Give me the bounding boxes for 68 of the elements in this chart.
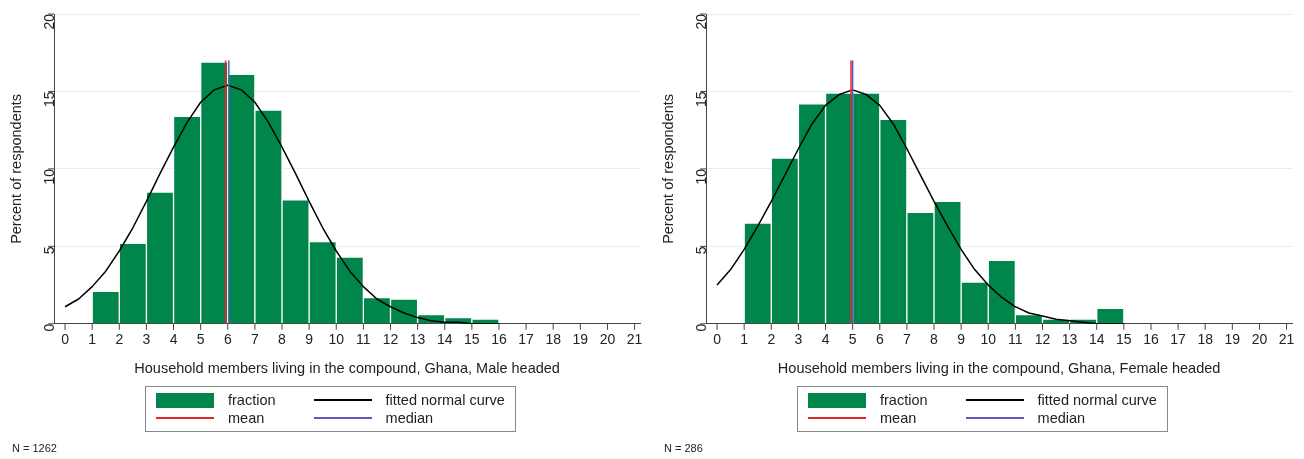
x-tick-label: 19 <box>1224 331 1241 348</box>
x-tick-label: 7 <box>250 331 259 348</box>
x-tick-label: 2 <box>115 331 124 348</box>
x-tick-label: 6 <box>223 331 232 348</box>
y-tick-label: 20 <box>693 13 710 30</box>
legend-label: fitted normal curve <box>385 392 505 408</box>
x-tick-label: 3 <box>142 331 151 348</box>
y-tick-label: 5 <box>41 246 58 255</box>
y-tick-label: 10 <box>41 168 58 185</box>
x-axis-title: Household members living in the compound, Ghana, Female headed <box>777 360 1221 377</box>
x-tick-label: 12 <box>1034 331 1051 348</box>
x-tick-label: 3 <box>794 331 803 348</box>
x-tick-label: 2 <box>767 331 776 348</box>
y-axis-title: Percent of respondents <box>659 93 676 244</box>
x-tick-label: 10 <box>328 331 345 348</box>
x-tick-label: 1 <box>740 331 749 348</box>
legend-label: median <box>385 410 434 426</box>
legend-label: fitted normal curve <box>1037 392 1157 408</box>
x-tick-label: 5 <box>848 331 857 348</box>
x-tick-label: 18 <box>1197 331 1214 348</box>
x-tick-label: 20 <box>599 331 616 348</box>
x-tick-label: 15 <box>464 331 480 348</box>
y-tick-label: 10 <box>693 168 710 185</box>
y-tick-label: 20 <box>41 13 58 30</box>
x-tick-label: 18 <box>545 331 562 348</box>
x-tick-label: 12 <box>382 331 399 348</box>
x-tick-label: 4 <box>821 331 830 348</box>
x-tick-label: 13 <box>409 331 426 348</box>
x-tick-label: 19 <box>572 331 589 348</box>
x-tick-label: 21 <box>1278 331 1295 348</box>
x-tick-label: 11 <box>1008 331 1023 348</box>
legend-label: mean <box>228 410 265 426</box>
x-tick-label: 20 <box>1251 331 1268 348</box>
x-tick-label: 13 <box>1061 331 1078 348</box>
x-tick-label: 16 <box>491 331 507 348</box>
x-tick-label: 8 <box>278 331 287 348</box>
legend-label: mean <box>880 410 917 426</box>
y-tick-label: 5 <box>693 246 710 255</box>
x-tick-label: 11 <box>356 331 371 348</box>
x-tick-label: 4 <box>169 331 178 348</box>
y-tick-label: 15 <box>41 91 58 108</box>
x-tick-label: 6 <box>875 331 884 348</box>
y-tick-label: 15 <box>693 91 710 108</box>
x-tick-label: 16 <box>1143 331 1159 348</box>
text: N = 286 <box>664 442 703 454</box>
x-tick-label: 14 <box>1088 331 1105 348</box>
x-tick-label: 10 <box>980 331 997 348</box>
x-tick-label: 17 <box>518 331 535 348</box>
y-tick-label: 0 <box>41 323 58 332</box>
x-tick-label: 14 <box>436 331 453 348</box>
x-tick-label: 9 <box>305 331 314 348</box>
legend-label: median <box>1037 410 1086 426</box>
legend-label: fraction <box>880 392 928 408</box>
legend-label: fraction <box>228 392 276 408</box>
x-tick-label: 17 <box>1170 331 1187 348</box>
x-tick-label: 0 <box>713 331 722 348</box>
x-tick-label: 5 <box>196 331 205 348</box>
y-tick-label: 0 <box>693 323 710 332</box>
x-tick-label: 0 <box>61 331 70 348</box>
x-tick-label: 1 <box>88 331 97 348</box>
x-tick-label: 15 <box>1116 331 1132 348</box>
x-axis-title: Household members living in the compound, Ghana, Male headed <box>134 360 560 377</box>
x-tick-label: 8 <box>930 331 939 348</box>
y-axis-title: Percent of respondents <box>7 93 24 244</box>
x-tick-label: 9 <box>957 331 966 348</box>
x-tick-label: 21 <box>626 331 643 348</box>
x-tick-label: 7 <box>902 331 911 348</box>
text: N = 1262 <box>12 442 57 454</box>
